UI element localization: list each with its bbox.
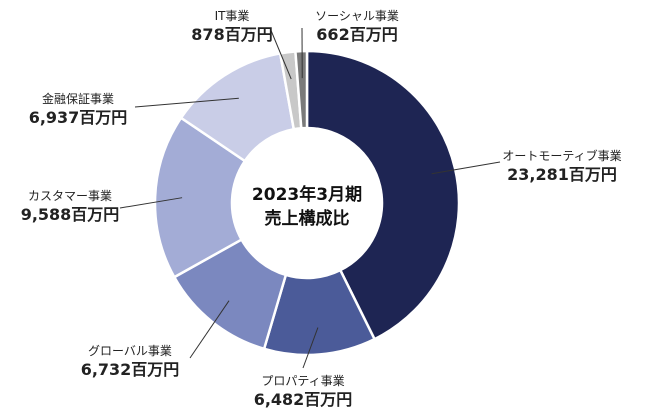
- center-label-line-1: 2023年3月期: [252, 184, 362, 205]
- segment-value-7: 662百万円: [316, 25, 397, 44]
- segment-name-1: オートモーティブ事業: [502, 148, 621, 163]
- center-label-line-2: 売上構成比: [265, 208, 350, 229]
- leader-line-4: [119, 197, 183, 209]
- segment-value-5: 6,937百万円: [29, 108, 128, 127]
- segment-value-3: 6,732百万円: [81, 360, 180, 379]
- segment-value-2: 6,482百万円: [254, 390, 353, 409]
- segment-value-6: 878百万円: [191, 25, 272, 44]
- segment-name-6: IT事業: [215, 9, 250, 23]
- segment-name-5: 金融保証事業: [42, 91, 114, 106]
- donut-slices: [153, 49, 461, 357]
- leader-line-5: [134, 97, 239, 108]
- donut-slice-1: [305, 49, 461, 341]
- segment-value-4: 9,588百万円: [21, 205, 120, 224]
- leader-line-1: [431, 161, 501, 175]
- donut-slice-4: [153, 116, 247, 279]
- donut-slice-7: [294, 49, 309, 130]
- leader-line-6: [269, 27, 292, 80]
- leader-lines: [119, 27, 501, 369]
- leader-line-2: [302, 327, 319, 369]
- segment-name-7: ソーシャル事業: [315, 9, 399, 23]
- leader-line-3: [189, 300, 230, 359]
- segment-name-2: プロパティ事業: [261, 374, 344, 388]
- segment-name-4: カスタマー事業: [28, 189, 112, 203]
- segment-value-1: 23,281百万円: [507, 165, 617, 184]
- segment-name-3: グローバル事業: [88, 344, 172, 358]
